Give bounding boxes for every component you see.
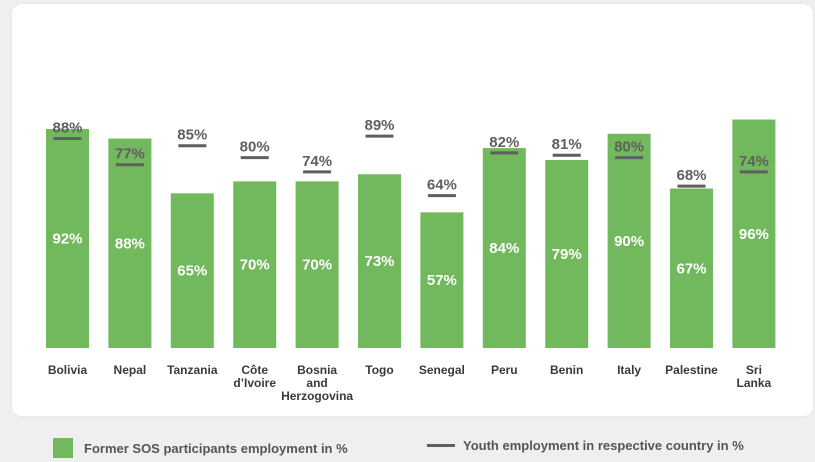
legend-label-youth: Youth employment in respective country i… [463, 438, 744, 453]
category-label: Italy [617, 363, 641, 377]
legend-swatch-bar [53, 438, 73, 458]
bar [482, 148, 526, 348]
youth-value-label: 88% [52, 120, 82, 137]
category-label-line: Côte [241, 363, 268, 377]
category-label-line: Bosnia [297, 363, 337, 377]
bar [358, 174, 401, 348]
bar [233, 181, 277, 348]
youth-value-label: 81% [552, 136, 582, 153]
category-label-line: Senegal [419, 363, 465, 377]
bar-value-label: 92% [52, 231, 82, 248]
youth-value-label: 80% [240, 139, 270, 156]
category-label-line: Peru [491, 363, 518, 377]
bar-value-label: 84% [489, 240, 519, 257]
category-label: Togo [365, 363, 393, 377]
youth-value-label: 64% [427, 177, 457, 194]
youth-value-label: 74% [739, 153, 769, 170]
category-label-line: Togo [365, 363, 393, 377]
bar [607, 133, 651, 348]
youth-value-label: 82% [489, 134, 519, 151]
bar-value-label: 73% [364, 253, 394, 270]
category-label-line: Italy [617, 363, 641, 377]
category-label: Palestine [665, 363, 718, 377]
bar-value-label: 96% [739, 226, 769, 243]
bar [170, 193, 214, 348]
category-label: Peru [491, 363, 518, 377]
bar [108, 138, 152, 348]
bar [732, 119, 776, 349]
bar-value-label: 88% [115, 235, 145, 252]
category-label-line: Sri [746, 363, 762, 377]
bar [670, 188, 713, 348]
bar-value-label: 65% [177, 263, 207, 280]
bar [46, 129, 89, 348]
category-label-line: Nepal [114, 363, 147, 377]
legend-swatch-line [427, 444, 455, 447]
category-label-line: Tanzania [167, 363, 218, 377]
category-label-line: Lanka [737, 376, 772, 390]
category-label-line: Palestine [665, 363, 718, 377]
legend-item-youth: Youth employment in respective country i… [427, 438, 744, 453]
bar [420, 212, 464, 348]
bar-value-label: 70% [302, 257, 332, 274]
youth-value-label: 85% [177, 127, 207, 144]
bar-value-label: 79% [552, 246, 582, 263]
category-label: Benin [550, 363, 583, 377]
category-label-line: Benin [550, 363, 583, 377]
category-label: Bolivia [48, 363, 88, 377]
youth-value-label: 80% [614, 139, 644, 156]
category-label: Senegal [419, 363, 465, 377]
category-label: Côte d’Ivoire [233, 363, 276, 390]
youth-value-label: 77% [115, 146, 145, 163]
category-label: Sri Lanka [737, 363, 772, 390]
youth-value-label: 89% [364, 117, 394, 134]
bar-chart: 92% 88% Bolivia 88% 77% Nepal 65% 85% Tanzania 70… [46, 117, 776, 403]
youth-value-label: 68% [676, 167, 706, 184]
bar [545, 159, 589, 348]
bar [295, 181, 339, 348]
bar-value-label: 67% [676, 260, 706, 277]
bar-value-label: 90% [614, 233, 644, 250]
bar-value-label: 70% [240, 257, 270, 274]
category-label-line: Herzogovina [281, 389, 353, 403]
legend-item-participants: Former SOS participants employment in % [53, 438, 348, 458]
category-label: Bosnia and Herzogovina [281, 363, 353, 403]
category-label-line: d’Ivoire [233, 376, 276, 390]
bar-value-label: 57% [427, 272, 457, 289]
category-label: Tanzania [167, 363, 218, 377]
legend-label-participants: Former SOS participants employment in % [84, 440, 348, 456]
youth-value-label: 74% [302, 153, 332, 170]
category-label-line: and [306, 376, 327, 390]
category-label: Nepal [114, 363, 147, 377]
legend: Former SOS participants employment in % … [0, 436, 815, 462]
category-label-line: Bolivia [48, 363, 88, 377]
